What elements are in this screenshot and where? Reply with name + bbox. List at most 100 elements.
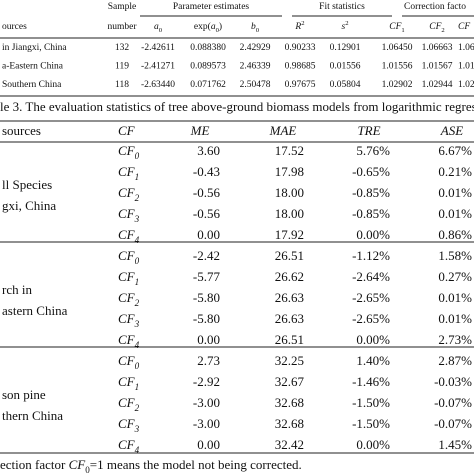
- group-header: Sample: [108, 2, 137, 12]
- cell: -2.64%: [352, 269, 390, 284]
- cf-label: CF3: [118, 416, 140, 434]
- cell: 118: [115, 80, 129, 90]
- group-label: gxi, China: [2, 198, 56, 213]
- text-segment: 1: [401, 27, 404, 34]
- text-segment: CF: [118, 353, 136, 368]
- cell: 5.76%: [356, 143, 390, 158]
- cell: 0.01556: [330, 62, 361, 72]
- cell: -0.43: [193, 164, 220, 179]
- text-segment: CF: [118, 269, 136, 284]
- cell: -2.42: [193, 248, 220, 263]
- cell: 1.02944: [422, 80, 453, 90]
- text-segment: CF: [118, 416, 136, 431]
- cell: -0.56: [193, 185, 221, 200]
- text-segment: 2: [441, 27, 444, 34]
- cf-label: CF1: [118, 374, 139, 392]
- text-segment: CF: [429, 22, 441, 32]
- cell: -0.65%: [352, 164, 390, 179]
- text-segment: 2: [301, 20, 304, 27]
- cell: -2.41271: [141, 62, 175, 72]
- cell: 0.01%: [438, 206, 472, 221]
- cell: 1.066: [458, 43, 474, 53]
- text-segment: CF: [118, 227, 136, 242]
- cell: -0.07%: [434, 416, 472, 431]
- cell: -1.50%: [352, 416, 390, 431]
- group-label: thern China: [2, 408, 63, 423]
- column-header: MAE: [269, 123, 297, 138]
- text-segment: CF: [118, 143, 136, 158]
- text-segment: 0: [256, 27, 260, 34]
- text-segment: R: [294, 22, 301, 32]
- cell: 17.52: [275, 143, 304, 158]
- text-segment: a: [154, 22, 159, 32]
- cell: 0.00%: [356, 332, 390, 347]
- footnote: ection factor CF0=1 means the model not …: [0, 457, 302, 474]
- cell: -1.46%: [352, 374, 390, 389]
- text-segment: 2: [135, 193, 140, 203]
- cf-label: CF2: [118, 290, 140, 308]
- cell: 0.00%: [356, 227, 390, 242]
- column-header: CF: [458, 22, 470, 32]
- text-segment: CF: [118, 311, 136, 326]
- cell: 132: [115, 43, 130, 53]
- text-segment: CF: [118, 290, 136, 305]
- cell: -0.07%: [434, 395, 472, 410]
- cell: 17.98: [275, 164, 304, 179]
- cell: -2.65%: [352, 311, 390, 326]
- cell: 1.06663: [422, 43, 453, 53]
- cell: -2.65%: [352, 290, 390, 305]
- cell: 1.45%: [438, 437, 472, 452]
- text-segment: CF: [118, 374, 136, 389]
- cell: 2.42929: [240, 43, 271, 53]
- cell: -3.00: [193, 395, 220, 410]
- cell: 1.06450: [382, 43, 413, 53]
- cell: 0.97675: [285, 80, 316, 90]
- column-header: R2: [294, 20, 304, 32]
- text-segment: CF: [118, 248, 136, 263]
- cell: 0.01%: [438, 311, 472, 326]
- group-label: ll Species: [2, 177, 52, 192]
- cf-label: CF1: [118, 269, 139, 287]
- cf-label: CF4: [118, 332, 140, 350]
- cell: 1.40%: [356, 353, 390, 368]
- cell: 1.01567: [422, 62, 453, 72]
- group-header: Parameter estimates: [173, 2, 250, 12]
- cell: 0.98685: [285, 62, 316, 72]
- cell: 32.25: [275, 353, 304, 368]
- text-segment: 2: [135, 298, 140, 308]
- column-header: a0: [154, 22, 163, 34]
- cell: 0.27%: [438, 269, 472, 284]
- cell: -2.63440: [141, 80, 175, 90]
- text-segment: 4: [135, 445, 140, 455]
- group-header: Correction facto: [404, 1, 466, 12]
- cell: 3.60: [197, 143, 220, 158]
- cell: -1.50%: [352, 395, 390, 410]
- text-segment: b: [251, 22, 256, 32]
- text-segment: 3: [134, 424, 140, 434]
- group-label: son pine: [2, 387, 46, 402]
- column-header: sources: [2, 123, 41, 138]
- group-header: Fit statistics: [319, 2, 365, 12]
- cf-label: CF1: [118, 164, 139, 182]
- cell: 0.00%: [356, 437, 390, 452]
- cell: 0.86%: [438, 227, 472, 242]
- cf-label: CF4: [118, 437, 140, 455]
- text-segment: 3: [134, 319, 140, 329]
- text-segment: ources: [2, 22, 27, 32]
- cell: 0.00: [197, 332, 220, 347]
- text-segment: exp(: [194, 21, 211, 32]
- cell: 2.46339: [240, 62, 271, 72]
- caption: le 3. The evaluation statistics of tree …: [0, 99, 474, 114]
- cell: -5.80: [193, 311, 220, 326]
- text-segment: 0: [135, 361, 140, 371]
- text-segment: 1: [135, 172, 140, 182]
- cell: 18.00: [275, 206, 304, 221]
- text-segment: 4: [135, 235, 140, 245]
- column-header: s2: [341, 20, 348, 32]
- cell: 0.12901: [330, 43, 361, 53]
- cell: 26.62: [275, 269, 304, 284]
- cell: 1.029: [458, 80, 474, 90]
- cell: 0.00: [197, 227, 220, 242]
- text-segment: CF: [118, 185, 136, 200]
